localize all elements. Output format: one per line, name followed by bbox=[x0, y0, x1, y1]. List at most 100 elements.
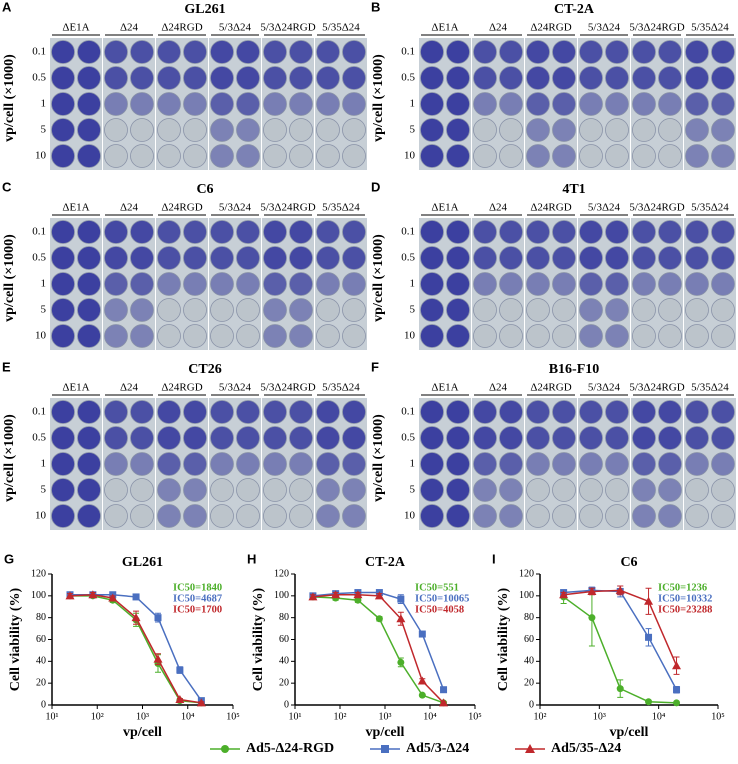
column-label: 5/3Δ24 bbox=[588, 382, 621, 394]
well bbox=[51, 400, 75, 424]
well bbox=[526, 246, 550, 270]
chart-title: GL261 bbox=[122, 555, 163, 570]
row-label: 0.1 bbox=[32, 46, 46, 58]
column-label: Δ24 bbox=[489, 22, 508, 34]
well bbox=[685, 220, 709, 244]
well bbox=[316, 324, 340, 348]
well bbox=[473, 452, 497, 476]
column-label: Δ24 bbox=[120, 202, 139, 214]
well bbox=[711, 92, 735, 116]
well bbox=[446, 400, 470, 424]
panel-letter: G bbox=[4, 551, 14, 566]
well bbox=[342, 478, 366, 502]
well bbox=[605, 400, 629, 424]
well bbox=[473, 478, 497, 502]
well bbox=[104, 40, 128, 64]
x-tick-label: 10³ bbox=[593, 711, 606, 722]
well bbox=[51, 66, 75, 90]
well bbox=[605, 504, 629, 528]
well bbox=[210, 40, 234, 64]
y-tick-label: 40 bbox=[279, 656, 289, 667]
well bbox=[316, 452, 340, 476]
y-tick-label: 0 bbox=[41, 699, 46, 710]
point bbox=[154, 614, 162, 622]
y-tick-label: 20 bbox=[524, 677, 534, 688]
y-tick-label: 60 bbox=[36, 634, 46, 645]
point bbox=[397, 595, 405, 603]
column-label: 5/3Δ24RGD bbox=[629, 202, 684, 214]
panel-letter: F bbox=[371, 359, 379, 374]
well bbox=[711, 452, 735, 476]
well bbox=[104, 324, 128, 348]
point bbox=[672, 661, 682, 670]
well bbox=[420, 324, 444, 348]
well bbox=[579, 118, 603, 142]
well bbox=[605, 118, 629, 142]
point bbox=[132, 593, 140, 601]
panel-letter: B bbox=[371, 0, 380, 14]
well bbox=[711, 144, 735, 168]
well bbox=[316, 144, 340, 168]
x-tick-label: 10⁵ bbox=[226, 711, 240, 722]
well bbox=[289, 272, 313, 296]
row-label: 5 bbox=[410, 484, 416, 496]
well bbox=[658, 144, 682, 168]
point bbox=[645, 633, 653, 641]
well bbox=[499, 144, 523, 168]
well bbox=[77, 144, 101, 168]
well bbox=[446, 118, 470, 142]
well bbox=[605, 426, 629, 450]
y-tick-label: 20 bbox=[36, 677, 46, 688]
well bbox=[263, 400, 287, 424]
well bbox=[183, 220, 207, 244]
well bbox=[316, 400, 340, 424]
panel-title: B16-F10 bbox=[549, 362, 600, 377]
row-label: 0.1 bbox=[32, 226, 46, 238]
row-label: 0.1 bbox=[401, 226, 415, 238]
well bbox=[183, 272, 207, 296]
well bbox=[263, 118, 287, 142]
well bbox=[77, 400, 101, 424]
well bbox=[210, 452, 234, 476]
row-label: 5 bbox=[410, 304, 416, 316]
column-label: Δ24 bbox=[120, 22, 139, 34]
well bbox=[711, 298, 735, 322]
well bbox=[263, 324, 287, 348]
panel-letter: D bbox=[371, 179, 380, 194]
well bbox=[473, 400, 497, 424]
well bbox=[316, 40, 340, 64]
well bbox=[658, 504, 682, 528]
well bbox=[77, 92, 101, 116]
row-label: 10 bbox=[35, 330, 47, 342]
row-label: 0.1 bbox=[401, 46, 415, 58]
well bbox=[183, 400, 207, 424]
point bbox=[616, 685, 624, 693]
point bbox=[175, 695, 185, 704]
well bbox=[685, 118, 709, 142]
well bbox=[289, 66, 313, 90]
y-label: vp/cell (×1000) bbox=[371, 54, 386, 142]
well bbox=[316, 426, 340, 450]
well bbox=[446, 92, 470, 116]
well bbox=[210, 400, 234, 424]
well bbox=[289, 144, 313, 168]
well bbox=[420, 272, 444, 296]
well bbox=[316, 66, 340, 90]
row-label: 0.5 bbox=[32, 432, 46, 444]
row-label: 1 bbox=[410, 98, 416, 110]
y-tick-label: 0 bbox=[284, 699, 289, 710]
panel-title: 4T1 bbox=[562, 182, 585, 197]
well bbox=[499, 272, 523, 296]
point bbox=[88, 590, 98, 599]
well bbox=[420, 220, 444, 244]
well bbox=[104, 144, 128, 168]
well bbox=[263, 298, 287, 322]
well bbox=[210, 504, 234, 528]
point bbox=[131, 613, 141, 622]
well bbox=[499, 426, 523, 450]
x-label: vp/cell bbox=[610, 725, 649, 740]
well bbox=[658, 426, 682, 450]
panel-title: CT-2A bbox=[554, 2, 595, 17]
well bbox=[51, 92, 75, 116]
well bbox=[51, 118, 75, 142]
